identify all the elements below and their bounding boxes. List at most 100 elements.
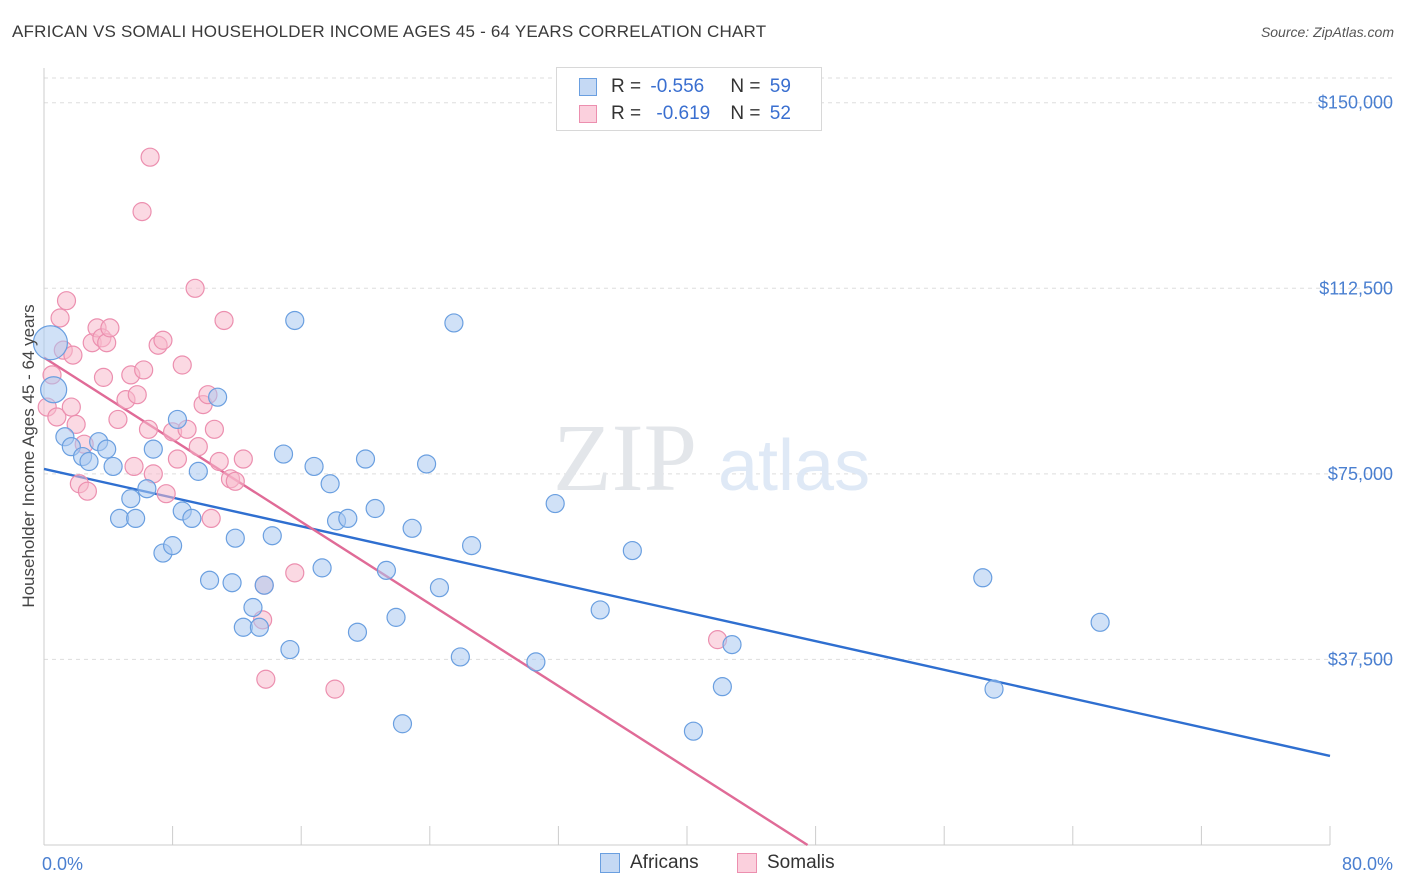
somalis-point (100, 318, 120, 338)
legend-n-value: 52 (769, 103, 791, 124)
africans-point (273, 444, 294, 464)
legend-swatch-somalis (579, 105, 597, 123)
africans-point (320, 474, 340, 494)
africans-point (249, 617, 270, 637)
africans-point (285, 310, 305, 331)
africans-point (683, 721, 704, 741)
africans-point (97, 439, 117, 459)
legend-r-value: -0.619 (656, 103, 711, 124)
africans-point (338, 508, 358, 529)
africans-point (40, 376, 68, 404)
africans-point (365, 498, 385, 519)
africans-trend-line (43, 467, 1331, 758)
somalis-point (225, 471, 245, 491)
somalis-point (214, 310, 234, 331)
legend-row-somalis: R = -0.619 N = 52 (579, 102, 791, 126)
africans-point (126, 508, 146, 529)
africans-point (450, 647, 470, 667)
somalis-point (256, 669, 276, 689)
africans-point (280, 639, 300, 660)
somalis-point (185, 278, 205, 298)
africans-point (545, 493, 565, 514)
y-axis-label: Householder Income Ages 45 - 64 years (19, 304, 38, 607)
africans-point (243, 597, 263, 618)
somalis-point (132, 202, 152, 222)
somalis-point (172, 355, 192, 375)
x-tick-label: 80.0% (1342, 854, 1393, 874)
somalis-point (134, 360, 154, 380)
legend-swatch-africans (579, 78, 597, 96)
points-layer (32, 147, 1110, 741)
africans-point (392, 714, 413, 734)
africans-point (137, 479, 157, 499)
legend-row-africans: R = -0.556 N = 59 (579, 75, 791, 99)
africans-point (304, 456, 324, 477)
africans-point (984, 679, 1004, 699)
y-tick-label: $75,000 (1328, 464, 1393, 484)
africans-point (79, 451, 99, 472)
somalis-point (108, 409, 128, 430)
africans-point (355, 449, 376, 469)
axes-layer (43, 68, 1331, 846)
watermark: ZIP atlas (553, 404, 870, 511)
africans-point (199, 570, 220, 590)
africans-point (416, 454, 437, 474)
africans-point (526, 652, 546, 672)
legend-n-label: N = (730, 103, 766, 124)
bottom-legend-africans: Africans (600, 852, 699, 874)
somalis-point (77, 481, 98, 501)
africans-point (386, 607, 406, 627)
africans-point (103, 456, 123, 477)
bottom-legend-swatch-africans (600, 853, 620, 873)
legend-r-value: -0.556 (650, 76, 705, 97)
somalis-point (285, 563, 305, 583)
legend-r-label: R = (611, 103, 647, 124)
somalis-point (140, 147, 160, 167)
africans-point (182, 508, 202, 529)
bottom-legend-label-somalis: Somalis (767, 852, 835, 873)
africans-point (402, 518, 422, 538)
somalis-point (50, 308, 70, 328)
stats-legend: R = -0.556 N = 59 R = -0.619 N = 52 (556, 67, 822, 131)
africans-point (233, 617, 253, 637)
source-label: Source: ZipAtlas.com (1260, 24, 1394, 40)
somalis-point (138, 419, 159, 439)
somalis-point (167, 449, 188, 469)
africans-point (1090, 612, 1110, 632)
somalis-point (209, 451, 229, 472)
africans-point (222, 573, 242, 593)
legend-r-label: R = (611, 76, 647, 97)
watermark-zip: ZIP (553, 404, 697, 511)
africans-point (429, 578, 450, 598)
somalis-point (325, 679, 345, 699)
africans-point (622, 540, 642, 561)
chart-title: AFRICAN VS SOMALI HOUSEHOLDER INCOME AGE… (12, 22, 767, 41)
y-tick-label: $150,000 (1318, 93, 1393, 113)
africans-point (312, 558, 332, 578)
africans-point (376, 560, 396, 580)
africans-point (188, 461, 208, 481)
grid-layer (44, 77, 1396, 660)
somalis-point (201, 508, 221, 529)
somalis-point (56, 291, 77, 311)
x-tick-label: 0.0% (42, 854, 83, 874)
africans-point (444, 313, 464, 333)
africans-point (163, 536, 183, 556)
legend-n-value: 59 (769, 76, 791, 97)
legend-n-label: N = (730, 76, 766, 97)
africans-point (225, 528, 245, 548)
y-tick-label: $112,500 (1319, 278, 1393, 298)
somalis-point (93, 367, 114, 387)
africans-point (461, 536, 482, 556)
africans-point (254, 575, 274, 595)
africans-point (32, 325, 69, 361)
bottom-legend-label-africans: Africans (630, 852, 699, 873)
somalis-point (66, 414, 86, 434)
labels-layer: $37,500 $75,000 $112,500 $150,000 0.0% 80.0% H… (19, 93, 1393, 874)
africans-point (347, 622, 368, 642)
somalis-point (127, 385, 147, 405)
africans-point (590, 600, 610, 620)
y-tick-label: $37,500 (1328, 649, 1393, 669)
africans-point (712, 677, 732, 697)
